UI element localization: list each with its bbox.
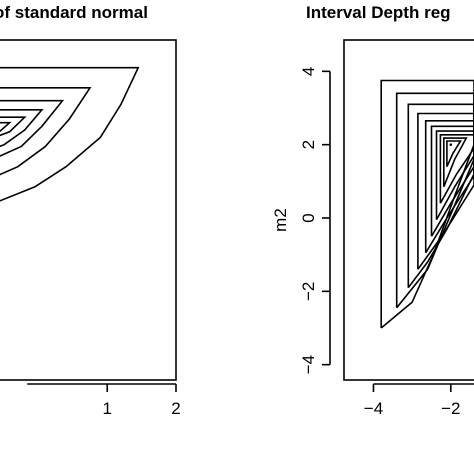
left-x-tick-label: 2 (171, 399, 180, 418)
left-x-tick-label: 1 (102, 399, 111, 418)
right-x-tick-label: −2 (441, 399, 460, 418)
right-contour-line-level-6 (430, 125, 474, 237)
right-plot-frame (343, 39, 474, 381)
right-y-tick-label: 2 (299, 140, 318, 149)
right-y-axis: −4 −2 0 2 4 (299, 67, 331, 374)
right-contour-line-level-8 (439, 134, 474, 204)
right-y-tick-label: −2 (299, 282, 318, 301)
left-plot-frame (0, 39, 177, 381)
right-y-tick-label: 0 (299, 213, 318, 222)
left-contour-line-level-4 (0, 109, 44, 148)
right-contour-line-level-2 (395, 92, 474, 309)
right-contour-line-level-1 (380, 79, 474, 329)
left-contour-line-level-2 (0, 87, 92, 176)
left-contour-line-level-6 (0, 121, 12, 133)
right-contour-line-level-5 (424, 120, 474, 254)
right-y-tick-label: 4 (299, 67, 318, 76)
right-contour-group (380, 79, 474, 329)
left-contour-line-level-3 (0, 99, 65, 157)
left-contour-line-level-5 (0, 116, 27, 137)
right-x-tick-label: −4 (364, 399, 383, 418)
right-contour-line-level-10 (446, 140, 462, 168)
right-y-tick-label: −4 (299, 355, 318, 374)
right-chart-title: Interval Depth reg (306, 3, 451, 22)
left-contour-group (0, 66, 140, 202)
left-contour-line-level-1 (0, 66, 140, 202)
right-x-axis: −4 −2 (364, 383, 474, 418)
right-contour-line-level-3 (407, 103, 474, 289)
right-contour-line-level-9 (443, 137, 468, 188)
right-contour-line-level-4 (417, 112, 474, 270)
right-y-axis-label: m2 (271, 208, 290, 232)
right-center-point (449, 143, 453, 146)
left-chart-title: of standard normal (0, 3, 148, 22)
right-contour-line-level-7 (435, 130, 474, 221)
right-panel: Interval Depth reg m2 −4 −2 0 2 4 −4 −2 (271, 3, 474, 418)
